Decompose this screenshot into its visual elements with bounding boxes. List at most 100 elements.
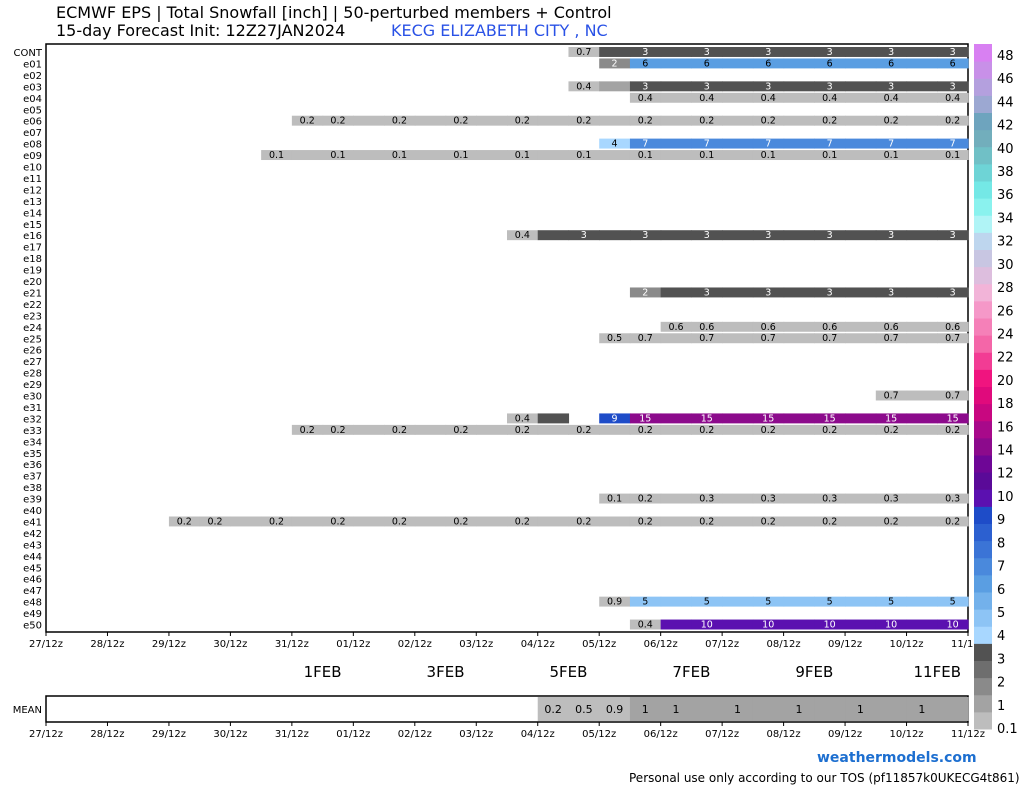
colorbar-swatch xyxy=(974,489,992,507)
mean-value-label: 1 xyxy=(642,703,649,716)
snow-value-label: 0.1 xyxy=(392,150,407,161)
snow-cell xyxy=(691,81,723,92)
snow-cell xyxy=(691,493,723,504)
snow-cell xyxy=(783,516,815,527)
snow-cell xyxy=(752,150,785,161)
colorbar-swatch xyxy=(974,318,992,336)
colorbar-tick-label: 22 xyxy=(997,351,1014,366)
snow-cell xyxy=(537,424,570,435)
snow-cell xyxy=(937,390,969,401)
snow-cell xyxy=(322,150,354,161)
snow-cell xyxy=(629,413,662,424)
snow-value-label: 3 xyxy=(888,81,894,92)
snow-value-label: 0.2 xyxy=(699,516,714,527)
member-label: e08 xyxy=(23,140,42,151)
snow-cell xyxy=(691,516,723,527)
snow-value-label: 3 xyxy=(704,230,710,241)
snow-cell xyxy=(783,58,815,69)
snow-cell xyxy=(906,92,938,103)
snow-value-label: 5 xyxy=(950,597,956,608)
snow-cell xyxy=(906,413,938,424)
snow-cell xyxy=(353,516,385,527)
member-label: e40 xyxy=(23,506,42,517)
snow-cell xyxy=(384,115,416,126)
snow-cell xyxy=(722,596,754,607)
snow-cell xyxy=(599,413,631,424)
colorbar-swatch xyxy=(974,335,992,353)
member-label: e24 xyxy=(23,323,42,334)
snow-cell xyxy=(783,47,815,57)
snow-cell xyxy=(629,287,662,298)
colorbar-swatch xyxy=(974,609,992,627)
snow-value-label: 0.4 xyxy=(699,93,714,104)
member-label: e29 xyxy=(23,380,42,391)
colorbar-swatch xyxy=(974,61,992,79)
colorbar-swatch xyxy=(974,403,992,422)
mean-cell xyxy=(629,697,662,721)
mean-cell xyxy=(660,697,692,721)
snow-value-label: 0.2 xyxy=(515,425,530,436)
snow-cell xyxy=(599,230,631,241)
snow-cell xyxy=(599,596,631,607)
member-label: e16 xyxy=(23,231,42,242)
colorbar-swatch xyxy=(974,198,992,216)
colorbar-tick-label: 34 xyxy=(997,211,1014,226)
colorbar-swatch xyxy=(974,78,992,96)
snow-value-label: 0.3 xyxy=(699,494,714,505)
snow-cell xyxy=(722,424,754,435)
snow-cell xyxy=(660,58,692,69)
snow-value-label: 0.2 xyxy=(392,516,407,527)
snow-cell xyxy=(291,150,324,161)
snow-cell xyxy=(261,150,293,161)
snow-cell xyxy=(783,138,815,149)
snow-cell xyxy=(568,516,600,527)
snow-cell xyxy=(507,413,539,424)
snow-cell xyxy=(814,230,846,241)
snow-cell xyxy=(906,230,938,241)
snow-cell xyxy=(691,150,723,161)
mean-x-tick-label: 09/12z xyxy=(828,729,862,740)
snow-value-label: 3 xyxy=(765,47,771,58)
colorbar-swatch xyxy=(974,266,992,285)
mean-value-label: 1 xyxy=(734,703,741,716)
colorbar-swatch xyxy=(974,643,992,661)
colorbar-swatch xyxy=(974,694,992,713)
snow-value-label: 0.1 xyxy=(884,150,899,161)
snow-cell xyxy=(599,150,631,161)
snow-value-label: 6 xyxy=(642,58,648,69)
snow-cell xyxy=(875,81,908,92)
snow-value-label: 0.7 xyxy=(761,333,776,344)
snow-value-label: 0.2 xyxy=(638,116,653,127)
snow-value-label: 0.5 xyxy=(607,333,622,344)
snow-value-label: 0.4 xyxy=(822,93,837,104)
snow-value-label: 0.1 xyxy=(515,150,530,161)
mean-value-label: 1 xyxy=(857,703,864,716)
snow-cell xyxy=(814,596,846,607)
colorbar-swatch xyxy=(974,300,992,319)
snow-value-label: 0.6 xyxy=(945,322,960,333)
mean-cell xyxy=(875,697,908,721)
mean-cell xyxy=(752,697,785,721)
snow-value-label: 6 xyxy=(765,58,771,69)
snow-value-label: 0.1 xyxy=(576,150,591,161)
snow-cell xyxy=(752,92,785,103)
snow-value-label: 0.7 xyxy=(638,333,653,344)
colorbar-tick-label: 46 xyxy=(997,72,1014,87)
snow-cell xyxy=(445,150,477,161)
snow-value-label: 0.4 xyxy=(576,81,591,92)
snow-value-label: 0.7 xyxy=(822,333,837,344)
snow-cell xyxy=(722,287,754,298)
snow-cell xyxy=(414,150,447,161)
snow-cell xyxy=(384,150,416,161)
snow-cell xyxy=(845,516,877,527)
snow-value-label: 0.6 xyxy=(668,322,683,333)
member-label: e19 xyxy=(23,266,42,277)
member-label: e02 xyxy=(23,71,42,82)
snow-cell xyxy=(783,619,815,630)
snow-value-label: 10 xyxy=(824,620,836,631)
brand-link[interactable]: weathermodels.com xyxy=(817,750,977,766)
snow-cell xyxy=(691,115,723,126)
snow-cell xyxy=(783,230,815,241)
member-label: e38 xyxy=(23,483,42,494)
